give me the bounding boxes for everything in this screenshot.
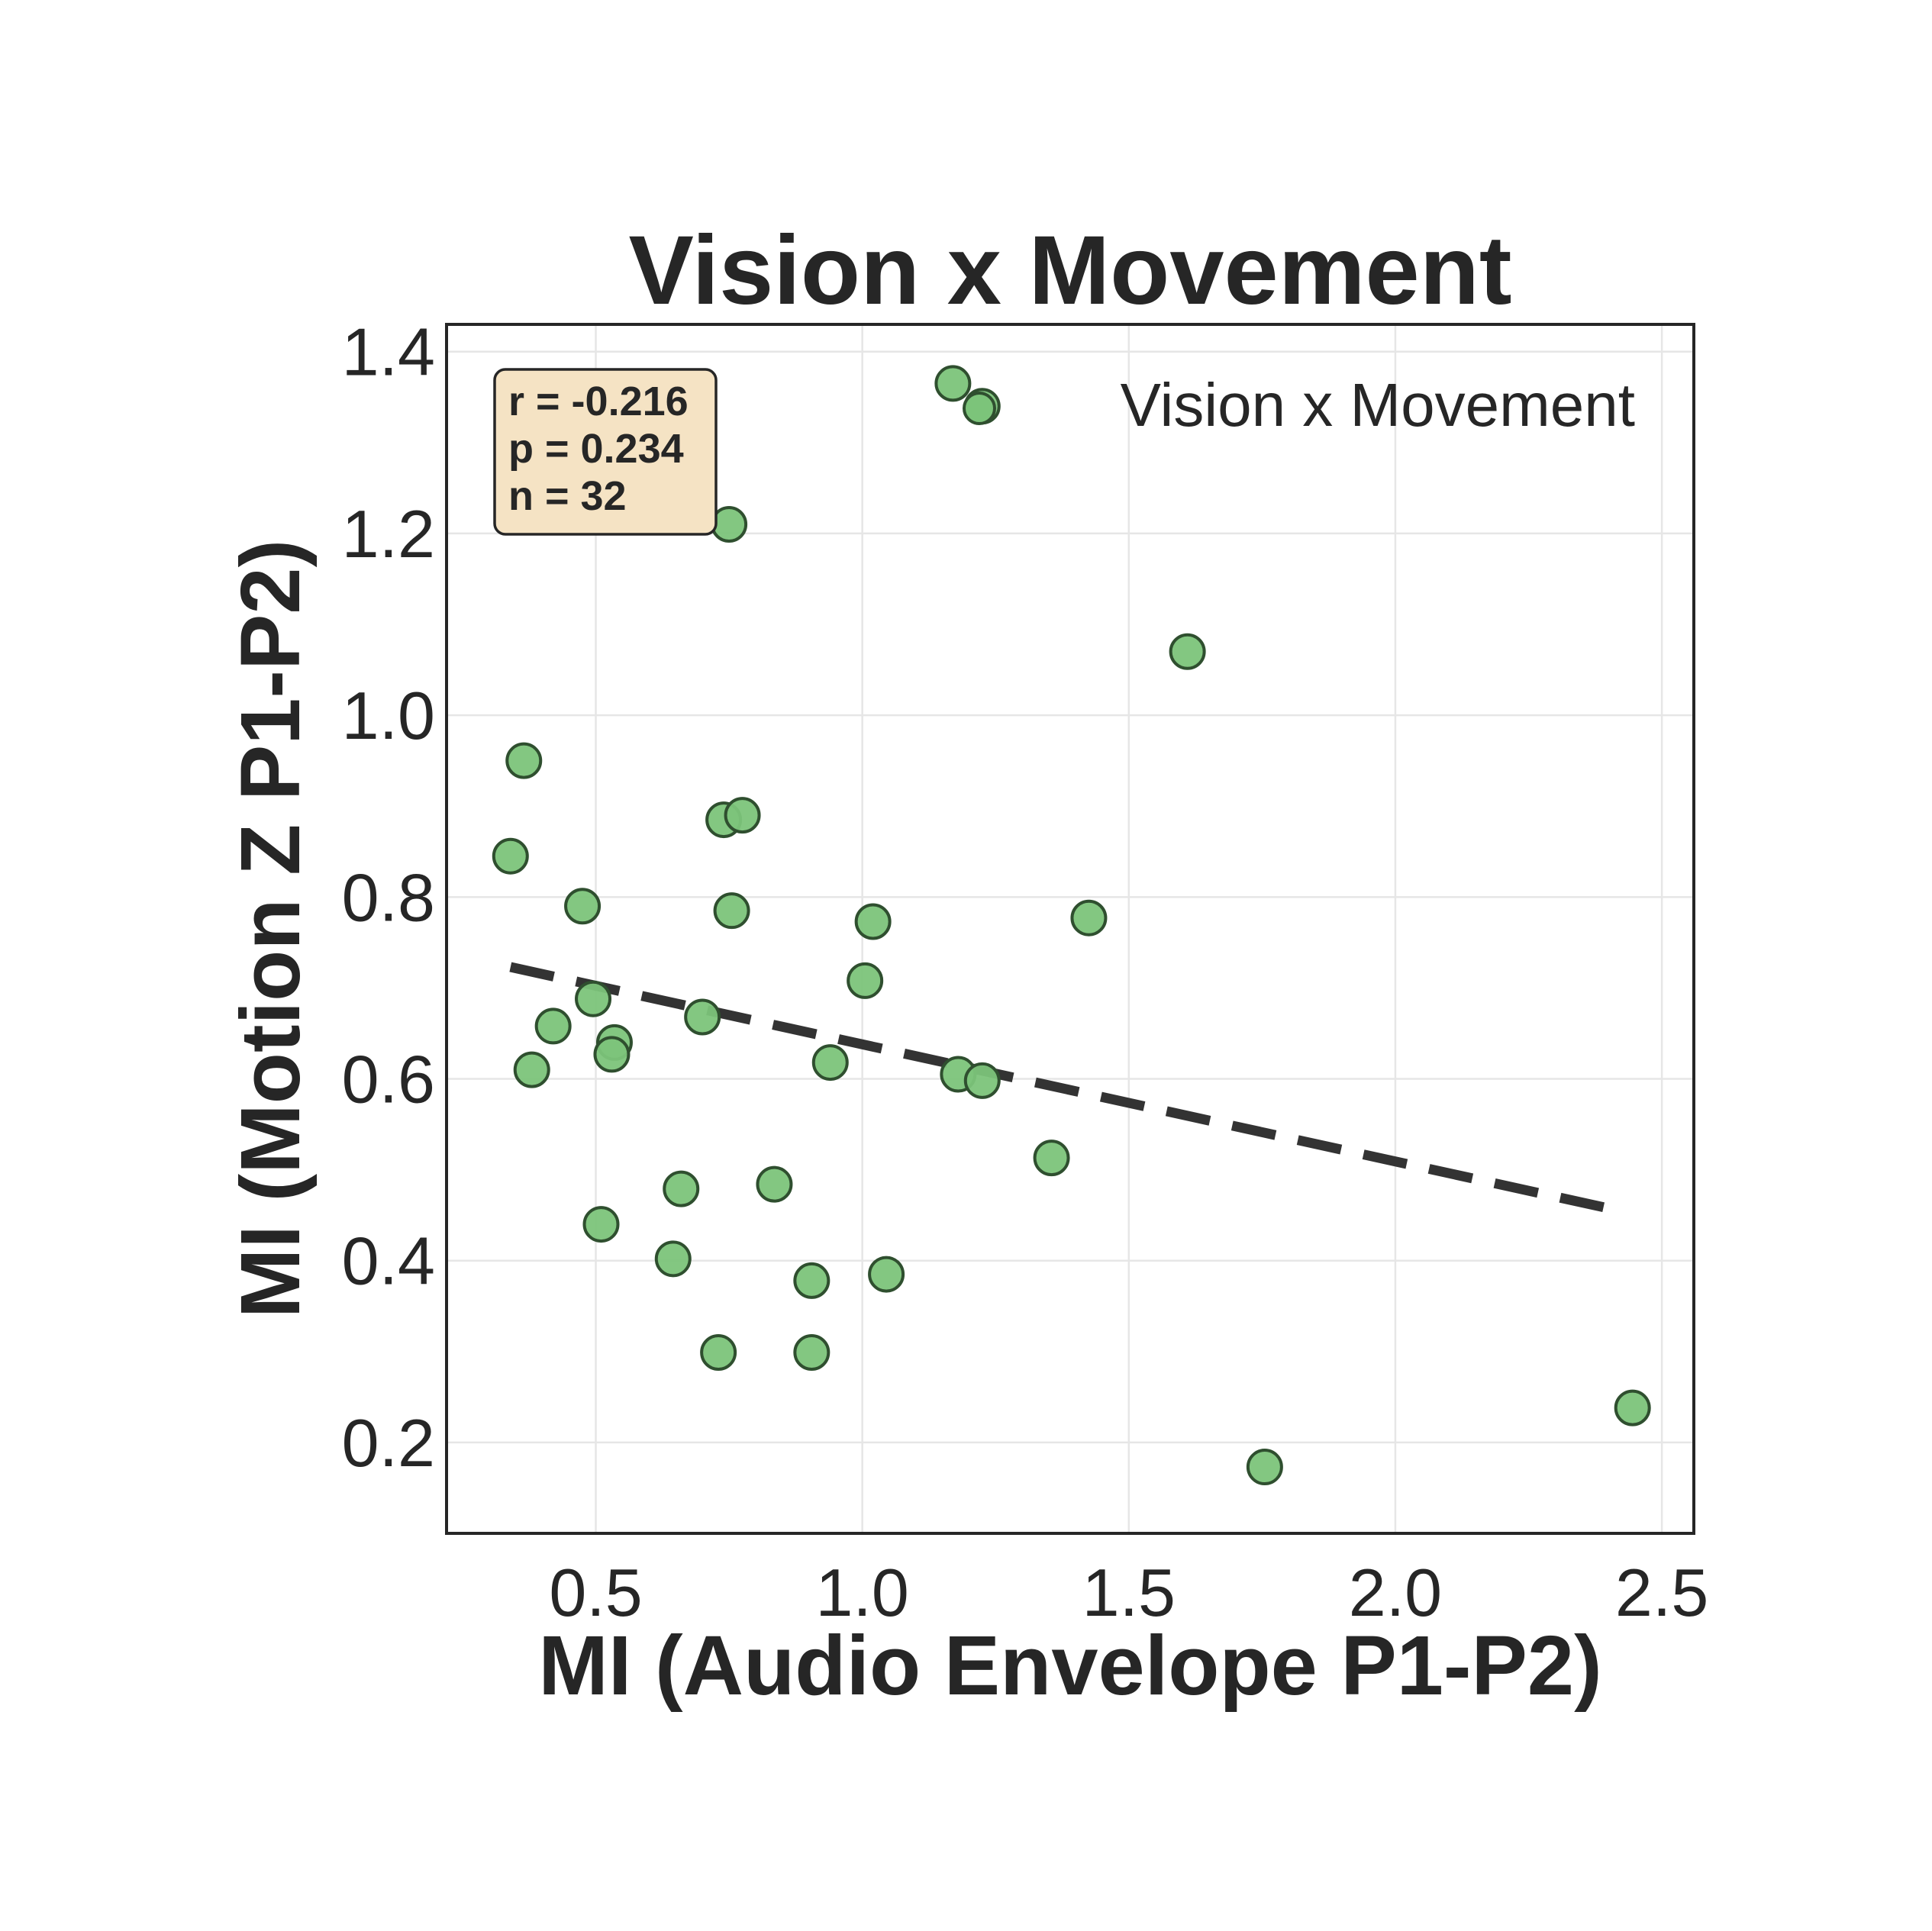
y-tick-label: 0.2 xyxy=(342,1405,435,1481)
data-point xyxy=(793,1262,831,1299)
data-point xyxy=(1614,1389,1651,1426)
y-tick-label: 1.2 xyxy=(342,496,435,572)
data-point xyxy=(963,1062,1001,1099)
data-point xyxy=(1033,1140,1070,1177)
data-point xyxy=(713,892,750,930)
y-tick-labels: 0.2 0.4 0.6 0.8 1.0 1.2 1.4 xyxy=(342,314,435,1481)
stats-box: r = -0.216 p = 0.234 n = 32 xyxy=(493,368,718,536)
x-tick-label: 0.5 xyxy=(549,1555,642,1630)
data-point xyxy=(663,1170,700,1207)
x-tick-labels: 0.5 1.0 1.5 2.0 2.5 xyxy=(549,1555,1708,1630)
regression-fit-line xyxy=(509,962,1621,1216)
data-point xyxy=(847,962,884,999)
y-tick-label: 0.8 xyxy=(342,859,435,935)
data-point xyxy=(564,888,602,925)
legend-label: Vision x Movement xyxy=(1121,371,1635,439)
y-tick-label: 0.6 xyxy=(342,1042,435,1117)
chart-title: Vision x Movement xyxy=(628,216,1511,325)
points-group xyxy=(492,365,1651,1486)
stats-p: p = 0.234 xyxy=(508,426,684,472)
legend-marker xyxy=(963,392,996,425)
data-point xyxy=(1246,1449,1283,1486)
data-point xyxy=(811,1044,849,1082)
data-point xyxy=(534,1007,572,1045)
x-tick-label: 1.0 xyxy=(815,1555,908,1630)
legend: Vision x Movement xyxy=(963,371,1635,439)
stats-n: n = 32 xyxy=(508,473,627,519)
y-tick-label: 1.4 xyxy=(342,314,435,390)
data-point xyxy=(513,1051,550,1088)
data-point xyxy=(868,1256,905,1293)
data-point xyxy=(492,837,529,875)
x-axis-label: MI (Audio Envelope P1-P2) xyxy=(538,1619,1601,1713)
data-point xyxy=(1070,899,1108,936)
y-tick-label: 0.4 xyxy=(342,1223,435,1299)
data-point xyxy=(575,980,612,1017)
data-point xyxy=(593,1036,631,1073)
x-tick-label: 2.5 xyxy=(1615,1555,1708,1630)
data-point xyxy=(854,903,892,940)
y-tick-label: 1.0 xyxy=(342,678,435,753)
data-point xyxy=(724,797,761,834)
data-point xyxy=(756,1165,793,1203)
x-tick-label: 1.5 xyxy=(1082,1555,1176,1630)
data-point xyxy=(934,365,972,402)
data-point xyxy=(793,1333,831,1371)
data-point xyxy=(654,1240,692,1278)
stats-box-background xyxy=(493,368,718,536)
fit-line-group xyxy=(509,962,1621,1216)
y-axis-label: MI (Motion Z P1-P2) xyxy=(224,540,318,1318)
x-tick-label: 2.0 xyxy=(1349,1555,1442,1630)
data-point xyxy=(684,998,721,1036)
plot-frame xyxy=(445,323,1695,1535)
data-point xyxy=(582,1206,620,1243)
data-point xyxy=(505,742,543,779)
data-point xyxy=(1169,633,1206,670)
data-point xyxy=(700,1333,737,1371)
stats-r: r = -0.216 xyxy=(508,379,689,424)
